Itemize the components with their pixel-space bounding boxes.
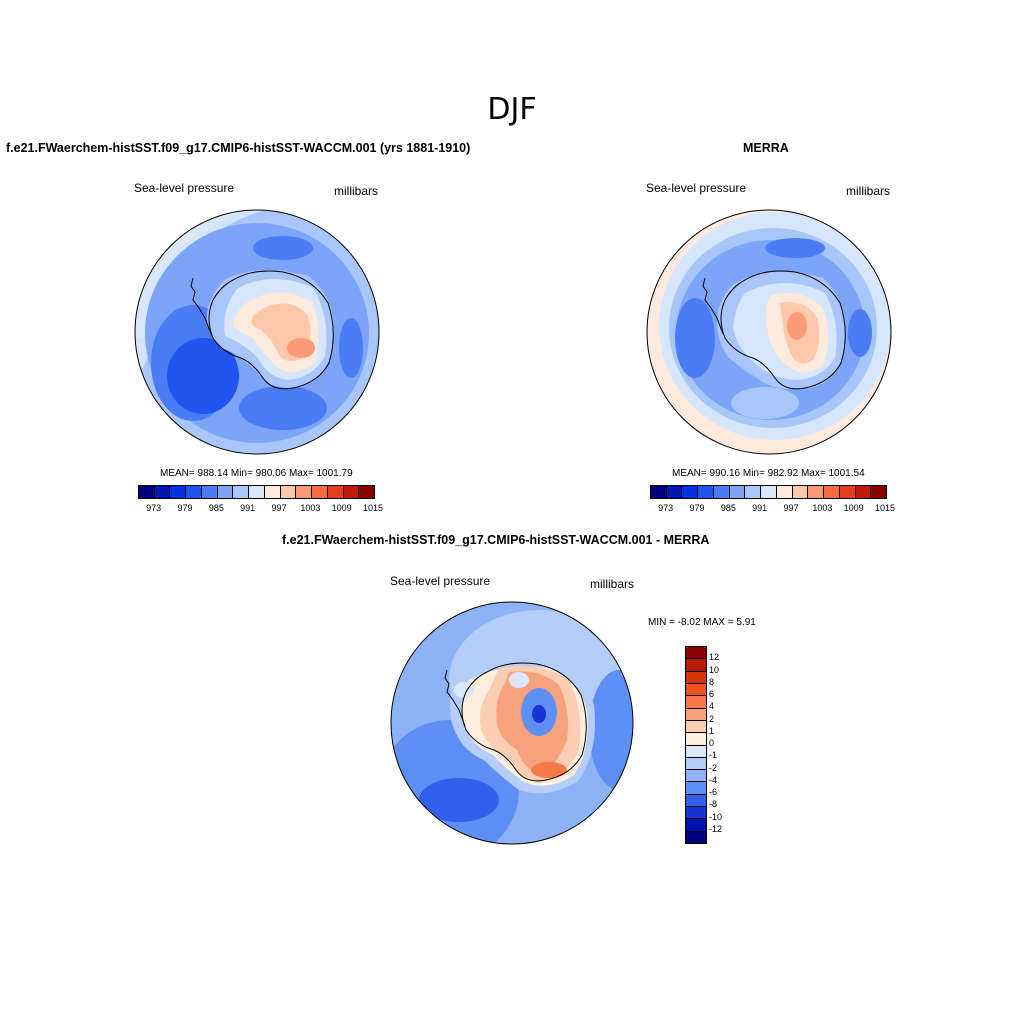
colorbar-swatch (249, 486, 265, 498)
colorbar-tick-label: 985 (208, 503, 224, 513)
colorbar-tick-label: 12 (709, 652, 720, 663)
colorbar-swatch (280, 486, 297, 498)
colorbar-tick-label: 997 (271, 503, 287, 513)
colorbar-swatch (686, 770, 706, 783)
obs-panel-title: MERRA (743, 141, 789, 155)
colorbar-swatch (871, 486, 887, 498)
diff-minmax: MIN = -8.02 MAX = 5.91 (648, 617, 756, 628)
diff-polar-map (390, 601, 634, 845)
colorbar-tick-label: 2 (709, 713, 715, 724)
diff-colorbar-ticks: 12 10 8 6 4 2 1 0 -1 -2 -4 -6 -8 -10 -12 (709, 646, 739, 842)
colorbar-swatch (686, 720, 706, 734)
diff-left-label: Sea-level pressure (390, 574, 491, 588)
colorbar-swatch (686, 819, 706, 832)
model-colorbar-ticks: 973 979 985 991 997 1003 1009 1015 (138, 503, 383, 515)
colorbar-swatch (729, 486, 746, 498)
model-polar-map (134, 209, 380, 455)
colorbar-swatch (776, 486, 793, 498)
colorbar-tick-label: 1009 (843, 503, 864, 513)
colorbar-tick-label: 973 (658, 503, 674, 513)
colorbar-tick-label: 6 (709, 689, 715, 699)
colorbar-swatch (686, 807, 706, 820)
obs-units-label: millibars (846, 184, 891, 198)
obs-stats: MEAN= 990.16 Min= 982.92 Max= 1001.54 (672, 468, 865, 479)
model-left-label: Sea-level pressure (134, 181, 235, 195)
colorbar-swatch (217, 486, 234, 498)
colorbar-swatch (686, 708, 706, 721)
colorbar-tick-label: 8 (709, 676, 715, 687)
colorbar-swatch (264, 486, 281, 498)
colorbar-swatch (686, 794, 706, 808)
colorbar-swatch (327, 486, 344, 498)
colorbar-tick-label: 1003 (812, 503, 833, 513)
colorbar-swatch (359, 486, 375, 498)
colorbar-swatch (839, 486, 856, 498)
colorbar-tick-label: -6 (709, 787, 718, 797)
colorbar-swatch (154, 486, 171, 498)
colorbar-swatch (686, 757, 706, 771)
colorbar-tick-label: 1015 (874, 503, 896, 513)
colorbar-swatch (343, 486, 360, 498)
obs-left-label: Sea-level pressure (646, 181, 747, 195)
colorbar-tick-label: 991 (752, 503, 768, 513)
colorbar-tick-label: 979 (689, 503, 705, 513)
colorbar-swatch (824, 486, 840, 498)
colorbar-tick-label: 979 (177, 503, 193, 513)
colorbar-swatch (686, 647, 706, 660)
colorbar-tick-label: 1 (709, 725, 715, 736)
obs-colorbar (650, 485, 887, 499)
colorbar-swatch (686, 745, 706, 758)
diff-panel-title: f.e21.FWaerchem-histSST.f09_g17.CMIP6-hi… (282, 533, 710, 547)
colorbar-swatch (686, 671, 706, 684)
colorbar-swatch (761, 486, 777, 498)
colorbar-tick-label: 1003 (300, 503, 321, 513)
colorbar-tick-label: 10 (709, 664, 720, 675)
colorbar-tick-label: 0 (709, 738, 715, 748)
colorbar-swatch (686, 696, 706, 709)
colorbar-swatch (296, 486, 313, 498)
colorbar-swatch (713, 486, 730, 498)
colorbar-tick-label: -12 (709, 823, 723, 834)
colorbar-swatch (686, 733, 706, 746)
colorbar-tick-label: 973 (146, 503, 162, 513)
colorbar-tick-label: 997 (783, 503, 799, 513)
colorbar-tick-label: -4 (709, 774, 718, 785)
main-title: DJF (487, 92, 537, 127)
colorbar-swatch (686, 659, 706, 672)
colorbar-swatch (666, 486, 683, 498)
colorbar-tick-label: -8 (709, 799, 718, 810)
colorbar-swatch (698, 486, 714, 498)
colorbar-tick-label: 1015 (362, 503, 384, 513)
colorbar-tick-label: 4 (709, 701, 715, 712)
colorbar-swatch (686, 831, 706, 843)
obs-polar-map (646, 209, 892, 455)
diff-units-label: millibars (590, 577, 635, 591)
model-panel-title: f.e21.FWaerchem-histSST.f09_g17.CMIP6-hi… (6, 141, 471, 155)
colorbar-swatch (201, 486, 218, 498)
colorbar-swatch (233, 486, 250, 498)
colorbar-swatch (808, 486, 825, 498)
colorbar-tick-label: -10 (709, 811, 723, 822)
colorbar-swatch (855, 486, 872, 498)
colorbar-swatch (686, 782, 706, 795)
obs-colorbar-ticks: 973 979 985 991 997 1003 1009 1015 (650, 503, 895, 515)
colorbar-swatch (139, 486, 155, 498)
colorbar-tick-label: 1009 (331, 503, 352, 513)
model-colorbar (138, 485, 375, 499)
model-units-label: millibars (334, 184, 379, 198)
colorbar-swatch (312, 486, 328, 498)
colorbar-swatch (686, 683, 706, 697)
colorbar-swatch (792, 486, 809, 498)
colorbar-tick-label: 985 (720, 503, 736, 513)
colorbar-swatch (651, 486, 667, 498)
colorbar-tick-label: -1 (709, 750, 718, 761)
colorbar-tick-label: 991 (240, 503, 256, 513)
model-stats: MEAN= 988.14 Min= 980.06 Max= 1001.79 (160, 468, 353, 479)
colorbar-swatch (186, 486, 202, 498)
colorbar-tick-label: -2 (709, 762, 718, 773)
colorbar-swatch (745, 486, 762, 498)
colorbar-swatch (682, 486, 699, 498)
colorbar-swatch (170, 486, 187, 498)
diff-colorbar (685, 646, 707, 844)
